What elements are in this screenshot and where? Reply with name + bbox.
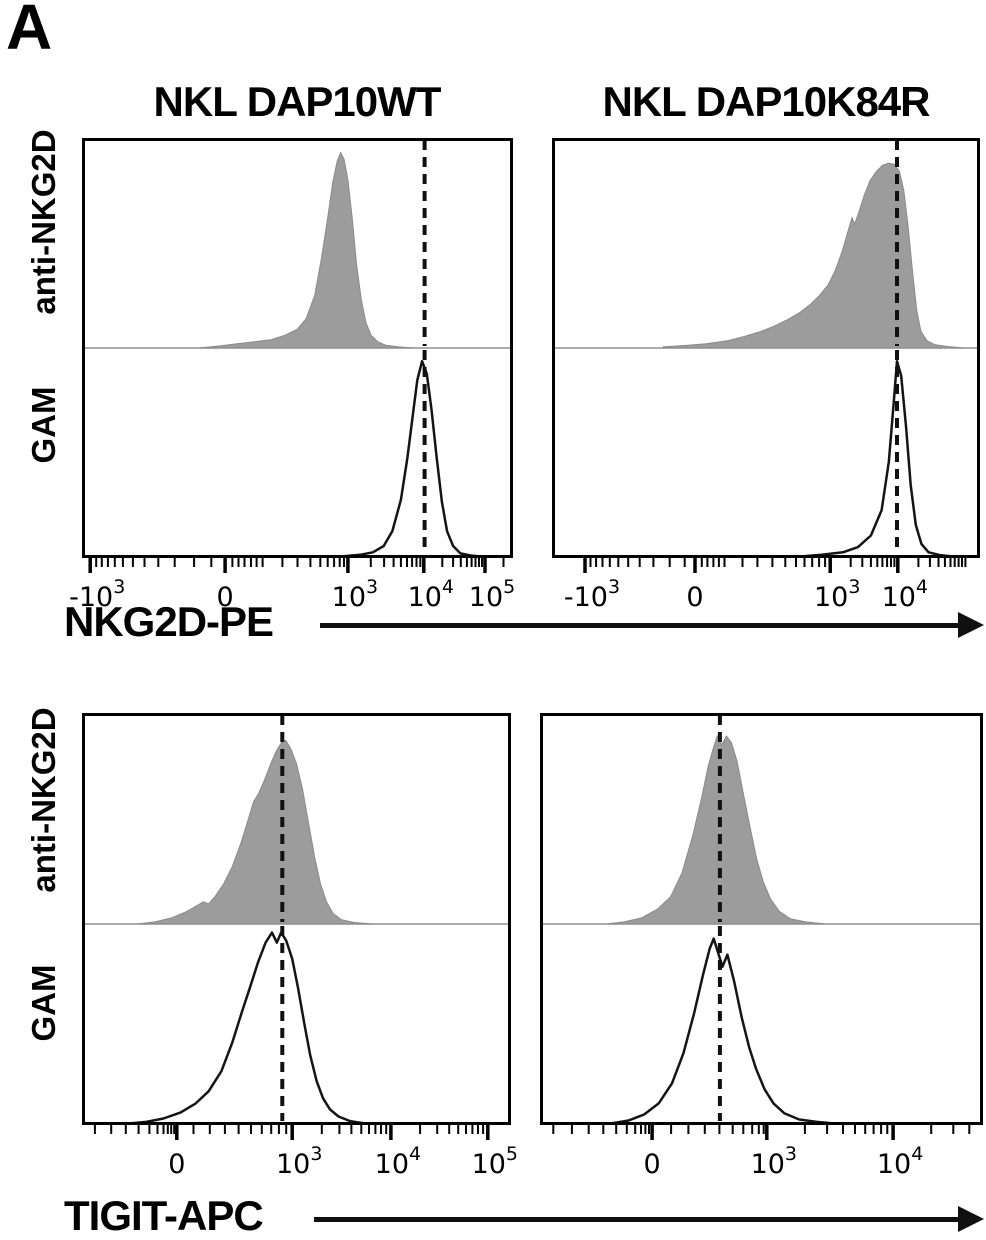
x-axis-arrowhead-icon (958, 1206, 984, 1232)
histogram-svg-tigit-apc--nkl-dap10k84r: 0 103 104 (540, 713, 983, 1180)
x-axis-tick-label: -103 (564, 576, 620, 613)
filled-histogram-anti-nkg2d (662, 162, 963, 349)
filled-histogram-anti-nkg2d (137, 739, 372, 925)
row-label-gam-bottom: GAM (25, 964, 62, 1042)
x-axis-tick-label: 0 (168, 1149, 185, 1180)
histogram-svg-nkg2d-pe--nkl-dap10k84r: -103 0 103 104 (552, 138, 980, 613)
x-axis-tick-label: 104 (375, 1143, 421, 1180)
x-axis-arrowhead-icon (958, 612, 984, 638)
panel-letter: A (6, 0, 53, 63)
filled-histogram-anti-nkg2d (198, 151, 414, 349)
histogram-plot-tigit-apc-dap10k84r: 0 103 104 (540, 713, 983, 1185)
x-axis-tick-label: 0 (217, 582, 234, 613)
x-axis-arrow-nkg2d-pe (320, 623, 962, 628)
open-histogram-gam (800, 359, 953, 558)
x-axis-tick-label: 104 (408, 576, 454, 613)
column-title-nkl-dap10k84r: NKL DAP10K84R (602, 78, 931, 125)
x-axis-tick-label: 103 (814, 576, 860, 613)
histogram-plot-tigit-apc-dap10wt: 0 103 104 105 (82, 713, 518, 1185)
x-axis-label-tigit-apc: TIGIT-APC (64, 1192, 264, 1239)
x-axis-tick-label: 105 (472, 1143, 518, 1180)
histogram-plot-nkg2d-pe-dap10wt: -103 0 103 104 105 (69, 138, 515, 618)
filled-histogram-anti-nkg2d (606, 734, 826, 925)
x-axis-tick-label: 103 (751, 1143, 797, 1180)
plot-frame (540, 713, 983, 1125)
histogram-svg-tigit-apc--nkl-dap10wt: 0 103 104 105 (82, 713, 518, 1180)
x-axis-tick-label: 104 (882, 576, 928, 613)
x-axis-tick-label: 0 (644, 1149, 661, 1180)
histogram-plot-nkg2d-pe-dap10k84r: -103 0 103 104 (552, 138, 980, 618)
x-axis-tick-label: 103 (276, 1143, 322, 1180)
x-axis-tick-label: 103 (332, 576, 378, 613)
histogram-svg-nkg2d-pe--nkl-dap10wt: -103 0 103 104 105 (69, 138, 515, 613)
x-axis-tick-label: 104 (877, 1143, 923, 1180)
x-axis-tick-label: 0 (686, 582, 703, 613)
open-histogram-gam (129, 931, 366, 1125)
plot-frame (82, 713, 511, 1125)
x-axis-tick-label: 105 (469, 576, 515, 613)
x-axis-tick-label: -103 (69, 576, 125, 613)
plot-frame (552, 138, 980, 558)
column-title-nkl-dap10wt: NKL DAP10WT (153, 78, 442, 125)
plot-frame (82, 138, 513, 558)
open-histogram-gam (610, 937, 835, 1125)
x-axis-label-nkg2d-pe: NKG2D-PE (64, 598, 274, 645)
row-label-gam-top: GAM (25, 386, 62, 464)
x-axis-arrow-tigit-apc (314, 1217, 962, 1222)
open-histogram-gam (340, 359, 481, 558)
